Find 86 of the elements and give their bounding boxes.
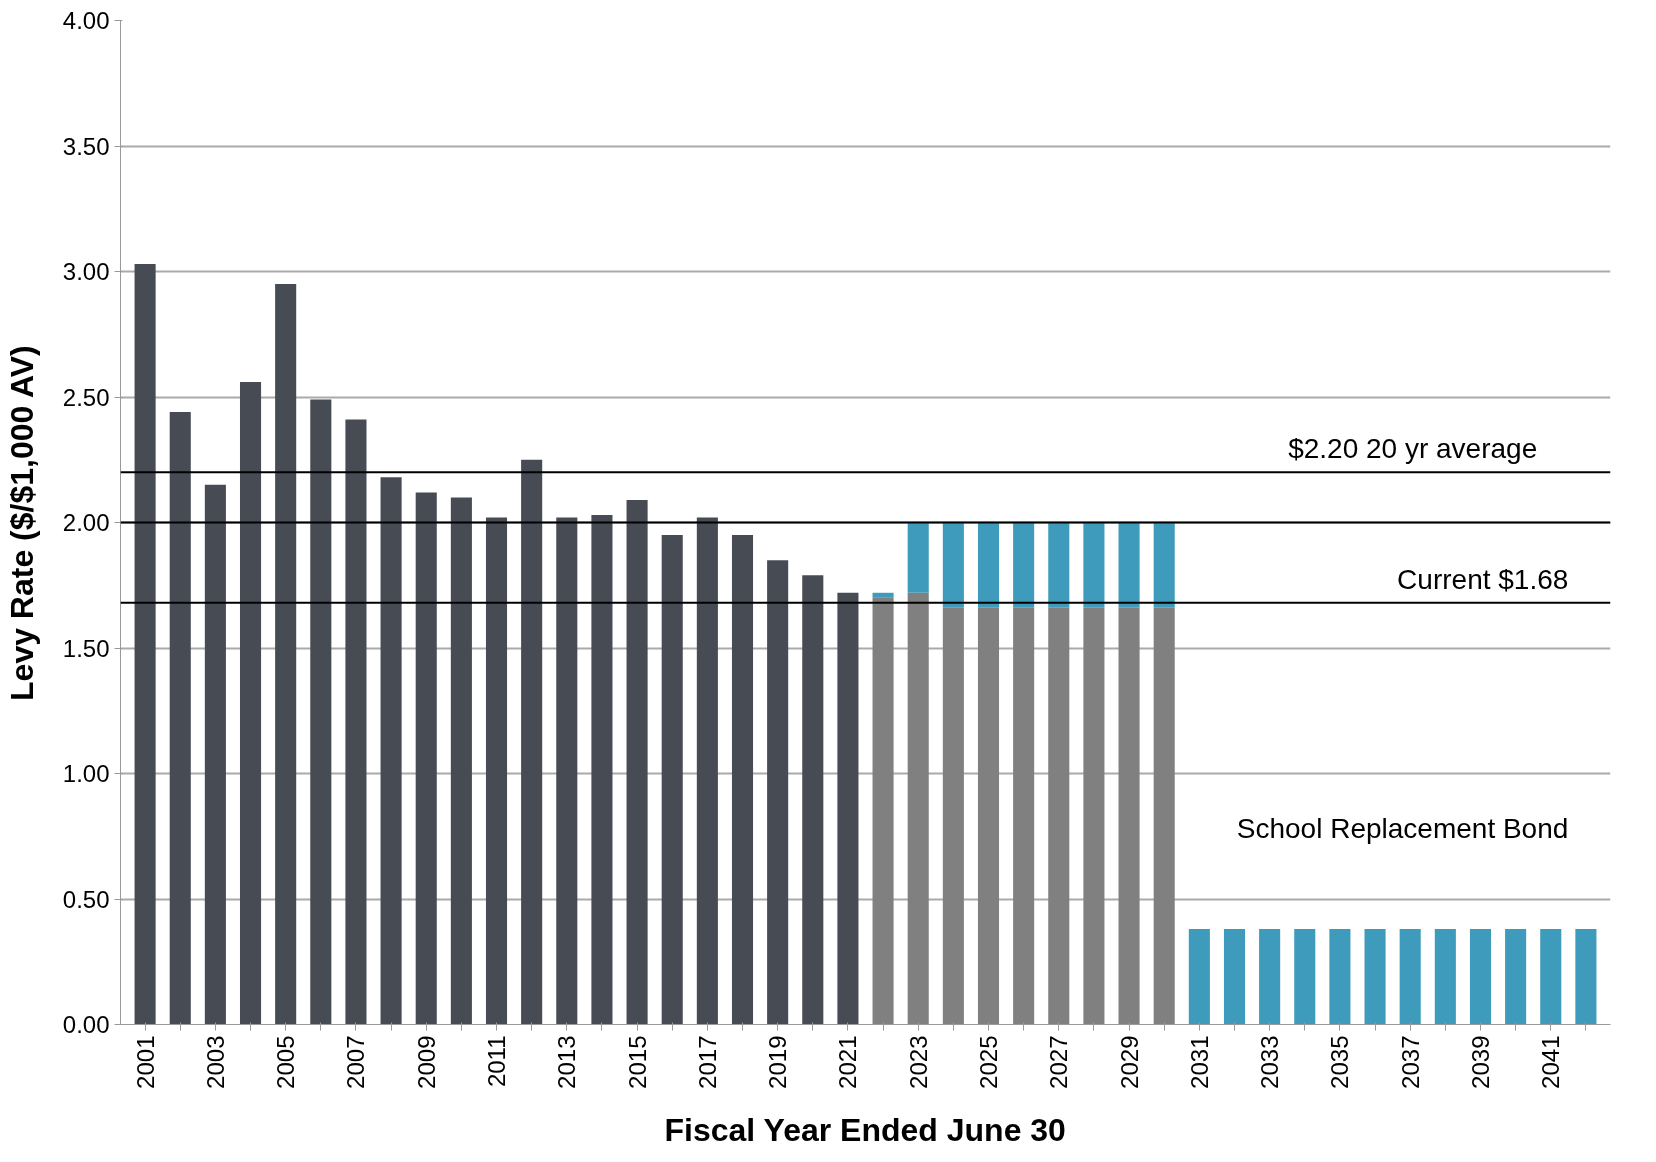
x-tick-label: 2019 bbox=[764, 1035, 792, 1089]
bar bbox=[1259, 929, 1281, 1025]
bar bbox=[977, 522, 1000, 608]
y-tick-label: 0.00 bbox=[62, 1011, 110, 1038]
y-axis-title: Levy Rate ($/$1,000 AV) bbox=[3, 345, 40, 701]
bar bbox=[169, 412, 191, 1025]
bar bbox=[591, 514, 613, 1025]
bar bbox=[626, 499, 648, 1025]
bar bbox=[837, 592, 859, 1025]
bar bbox=[1083, 607, 1105, 1025]
bar bbox=[1153, 607, 1175, 1025]
bar bbox=[450, 497, 472, 1025]
bar bbox=[345, 419, 367, 1025]
y-tick-label: 3.00 bbox=[62, 258, 110, 285]
bar bbox=[204, 484, 226, 1025]
bar bbox=[239, 381, 262, 1025]
x-tick-label: 2031 bbox=[1185, 1035, 1213, 1089]
bar bbox=[1013, 522, 1035, 608]
ref-line-label: $2.20 20 yr average bbox=[1288, 433, 1538, 465]
ref-line-label: Current $1.68 bbox=[1397, 563, 1569, 595]
bar bbox=[1294, 929, 1316, 1025]
x-tick-label: 2023 bbox=[904, 1035, 932, 1089]
x-tick-label: 2035 bbox=[1326, 1035, 1354, 1089]
bar bbox=[1540, 929, 1562, 1025]
bar bbox=[380, 477, 402, 1025]
bar bbox=[661, 535, 683, 1025]
bar bbox=[872, 592, 894, 598]
bar bbox=[275, 284, 297, 1025]
bar bbox=[872, 597, 894, 1025]
x-tick-label: 2029 bbox=[1115, 1035, 1143, 1089]
x-tick-label: 2033 bbox=[1256, 1035, 1284, 1089]
bar bbox=[802, 575, 824, 1025]
x-tick-label: 2007 bbox=[342, 1035, 370, 1089]
bar bbox=[1329, 929, 1351, 1025]
y-tick-label: 0.50 bbox=[62, 885, 110, 913]
bar bbox=[696, 517, 718, 1025]
bar bbox=[1118, 607, 1140, 1025]
bar bbox=[1083, 522, 1105, 608]
bar bbox=[1013, 607, 1035, 1025]
x-tick-label: 2037 bbox=[1396, 1035, 1424, 1089]
bar bbox=[556, 517, 578, 1025]
bar bbox=[1188, 929, 1210, 1025]
x-tick-label: 2017 bbox=[693, 1035, 721, 1089]
bar bbox=[942, 607, 964, 1025]
x-tick-label: 2021 bbox=[834, 1035, 862, 1089]
bar bbox=[977, 607, 1000, 1025]
bar bbox=[1434, 929, 1456, 1025]
annotation: School Replacement Bond bbox=[1236, 812, 1569, 844]
bar bbox=[907, 592, 929, 1025]
bar bbox=[521, 459, 543, 1025]
x-axis-title: Fiscal Year Ended June 30 bbox=[664, 1111, 1066, 1148]
x-tick-label: 2013 bbox=[553, 1035, 581, 1089]
y-tick-label: 2.50 bbox=[62, 383, 110, 411]
y-tick-label: 1.50 bbox=[62, 634, 110, 662]
x-tick-label: 2041 bbox=[1537, 1035, 1565, 1089]
bar bbox=[1505, 929, 1527, 1025]
bar bbox=[942, 522, 964, 608]
bar bbox=[1223, 929, 1246, 1025]
bar bbox=[415, 492, 437, 1025]
bar bbox=[731, 535, 754, 1025]
bar bbox=[1118, 522, 1140, 608]
y-tick-label: 2.00 bbox=[62, 509, 110, 536]
x-tick-label: 2015 bbox=[623, 1035, 651, 1089]
bar bbox=[1575, 929, 1597, 1025]
bar bbox=[1048, 607, 1070, 1025]
x-tick-label: 2009 bbox=[412, 1035, 440, 1089]
bar bbox=[310, 399, 332, 1025]
bar bbox=[767, 560, 789, 1025]
bar bbox=[907, 522, 929, 593]
y-tick-label: 4.00 bbox=[62, 7, 110, 34]
y-tick-label: 3.50 bbox=[62, 132, 110, 160]
x-tick-label: 2025 bbox=[975, 1035, 1002, 1089]
bar bbox=[1364, 929, 1386, 1025]
x-tick-label: 2001 bbox=[131, 1035, 159, 1089]
x-tick-label: 2011 bbox=[483, 1035, 511, 1088]
x-tick-label: 2003 bbox=[201, 1035, 229, 1089]
x-tick-label: 2027 bbox=[1045, 1035, 1073, 1089]
x-tick-label: 2039 bbox=[1466, 1035, 1494, 1089]
bar bbox=[485, 517, 508, 1025]
bar bbox=[1153, 522, 1175, 608]
bar bbox=[134, 263, 156, 1025]
bar bbox=[1469, 929, 1492, 1025]
bar bbox=[1048, 522, 1070, 608]
bar bbox=[1399, 929, 1421, 1025]
x-tick-label: 2005 bbox=[272, 1035, 300, 1089]
y-tick-label: 1.00 bbox=[62, 760, 110, 787]
